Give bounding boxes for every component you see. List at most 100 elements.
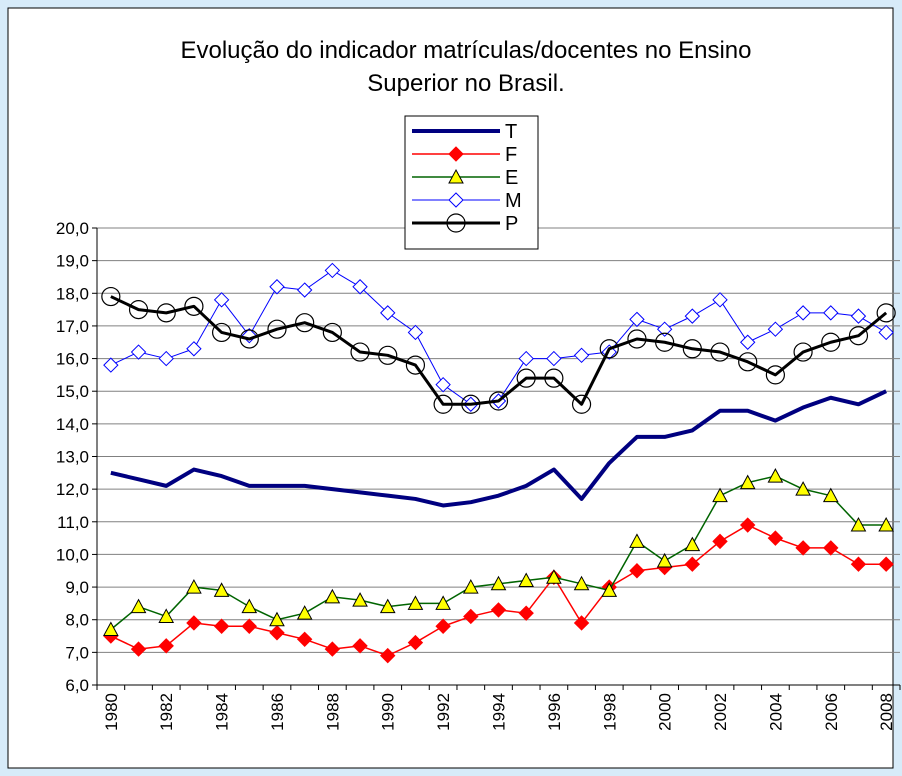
data-point bbox=[324, 641, 341, 657]
y-tick-label: 9,0 bbox=[65, 578, 89, 597]
data-point bbox=[795, 481, 811, 496]
x-tick-label: 1992 bbox=[434, 693, 453, 731]
data-point bbox=[379, 598, 396, 614]
x-tick-label: 1996 bbox=[545, 693, 564, 731]
data-point bbox=[405, 355, 426, 375]
data-point bbox=[710, 342, 730, 362]
chart-title: Evolução do indicador matrículas/docente… bbox=[180, 37, 751, 64]
data-point bbox=[546, 350, 562, 367]
data-point bbox=[573, 347, 590, 364]
data-point bbox=[296, 282, 313, 298]
data-point bbox=[239, 329, 259, 349]
data-point bbox=[350, 342, 370, 362]
data-point bbox=[462, 579, 479, 594]
data-point bbox=[682, 339, 702, 359]
data-point bbox=[738, 352, 758, 372]
data-point bbox=[101, 286, 121, 307]
data-point bbox=[130, 344, 147, 360]
y-tick-label: 12,0 bbox=[56, 480, 89, 499]
data-point bbox=[186, 615, 202, 631]
legend-marker bbox=[448, 146, 464, 162]
data-point bbox=[490, 575, 507, 591]
data-point bbox=[655, 332, 675, 352]
legend-label: P bbox=[505, 213, 518, 235]
data-point bbox=[269, 625, 285, 641]
data-point bbox=[629, 311, 645, 328]
data-point bbox=[712, 533, 728, 550]
data-point bbox=[296, 631, 313, 648]
data-point bbox=[712, 487, 728, 503]
data-point bbox=[573, 615, 590, 631]
data-point bbox=[518, 572, 535, 588]
data-point bbox=[850, 308, 867, 324]
data-point bbox=[795, 540, 811, 556]
data-point bbox=[656, 552, 673, 568]
data-point bbox=[822, 487, 839, 503]
data-point bbox=[544, 368, 564, 388]
data-point bbox=[380, 305, 396, 321]
x-tick-label: 2004 bbox=[766, 693, 785, 731]
data-point bbox=[324, 262, 341, 279]
y-tick-label: 10,0 bbox=[56, 545, 89, 564]
data-point bbox=[850, 556, 867, 572]
data-point bbox=[352, 592, 368, 607]
data-point bbox=[130, 641, 147, 657]
data-point bbox=[241, 598, 258, 614]
data-point bbox=[571, 394, 592, 414]
x-tick-label: 1984 bbox=[213, 693, 232, 731]
data-point bbox=[765, 365, 785, 385]
data-point bbox=[407, 324, 424, 341]
data-point bbox=[435, 376, 451, 393]
data-point bbox=[795, 305, 811, 321]
data-point bbox=[684, 556, 701, 572]
y-tick-label: 17,0 bbox=[56, 317, 89, 336]
data-point bbox=[823, 305, 839, 321]
data-point bbox=[518, 605, 534, 621]
data-point bbox=[269, 611, 285, 627]
x-tick-label: 1988 bbox=[323, 693, 342, 731]
x-tick-label: 1982 bbox=[157, 693, 176, 731]
data-point bbox=[850, 516, 867, 532]
data-point bbox=[684, 308, 701, 324]
data-point bbox=[876, 303, 896, 323]
chart-title: Superior no Brasil. bbox=[367, 70, 564, 97]
data-point bbox=[793, 342, 813, 362]
legend-marker bbox=[448, 192, 464, 208]
legend-label: E bbox=[505, 167, 518, 189]
x-tick-label: 2006 bbox=[822, 693, 841, 731]
data-point bbox=[212, 322, 232, 343]
data-point bbox=[186, 341, 202, 357]
data-point bbox=[516, 368, 536, 388]
x-tick-label: 1986 bbox=[268, 693, 287, 731]
data-point bbox=[407, 595, 424, 610]
data-point bbox=[128, 300, 149, 320]
data-point bbox=[573, 575, 590, 591]
data-point bbox=[823, 540, 839, 556]
data-point bbox=[684, 536, 701, 552]
x-tick-label: 1980 bbox=[102, 693, 121, 731]
data-point bbox=[158, 638, 174, 654]
x-tick-label: 1994 bbox=[490, 693, 509, 731]
data-point bbox=[878, 516, 894, 532]
data-point bbox=[601, 582, 618, 597]
data-point bbox=[712, 292, 728, 308]
y-tick-label: 16,0 bbox=[56, 350, 89, 369]
data-point bbox=[296, 605, 313, 620]
x-tick-label: 2002 bbox=[711, 693, 730, 731]
legend-label: M bbox=[505, 190, 522, 212]
y-tick-label: 20,0 bbox=[56, 219, 89, 238]
data-point bbox=[767, 321, 784, 337]
y-tick-label: 11,0 bbox=[57, 513, 89, 532]
data-point bbox=[629, 563, 645, 579]
series-line bbox=[110, 389, 888, 508]
legend-box bbox=[404, 115, 539, 250]
data-point bbox=[767, 468, 784, 483]
data-point bbox=[518, 350, 534, 367]
data-point bbox=[878, 324, 894, 341]
data-point bbox=[488, 391, 509, 411]
y-tick-label: 7,0 bbox=[65, 643, 89, 662]
data-point bbox=[878, 556, 894, 572]
data-point bbox=[213, 618, 230, 634]
